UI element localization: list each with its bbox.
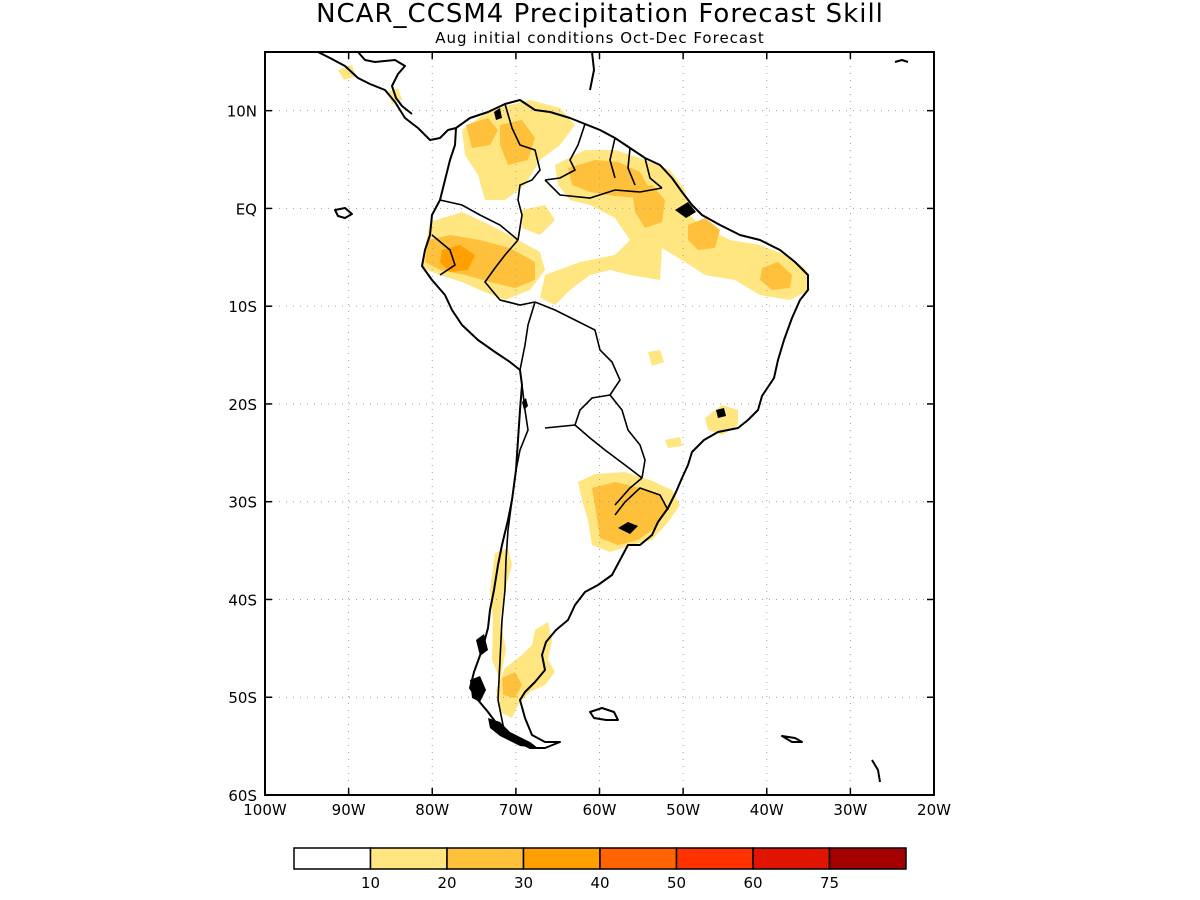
galapagos-islands	[334, 207, 353, 219]
lat-tick-label: EQ	[236, 200, 257, 218]
border-brazil-north	[544, 179, 663, 199]
central-america-caribbean	[357, 52, 413, 115]
coastlines	[317, 52, 909, 783]
border-guianas	[609, 137, 663, 189]
skill-area-amapa-high	[632, 185, 665, 228]
legend-swatch	[446, 847, 525, 870]
lon-tick-label: 20W	[917, 801, 951, 819]
skill-shading	[338, 65, 810, 718]
legend-swatch	[293, 847, 372, 870]
legend-swatch	[599, 847, 678, 870]
legend-swatch	[522, 847, 601, 870]
legend-label: 30	[514, 874, 533, 892]
border-paraguay-argentina	[574, 424, 643, 479]
border-bolivia-brazil	[534, 301, 621, 396]
map-subtitle: Aug initial conditions Oct-Dec Forecast	[435, 29, 765, 47]
lat-tick-label: 60S	[228, 787, 257, 805]
skill-area-sp-spot	[665, 437, 682, 448]
reservoir-spot	[716, 408, 726, 418]
border-colombia-ecuador	[439, 199, 519, 241]
legend-swatch	[675, 847, 754, 870]
lon-tick-label: 90W	[332, 801, 366, 819]
skill-area-nicaragua-spot	[338, 65, 356, 80]
lon-tick-label: 60W	[583, 801, 617, 819]
atlantic-island	[894, 59, 909, 63]
border-chile-argentina	[497, 384, 529, 736]
border-peru-brazil	[483, 239, 536, 306]
map-title: NCAR_CCSM4 Precipitation Forecast Skill	[316, 0, 884, 29]
map-frame	[264, 51, 935, 796]
south-america-coast	[421, 99, 809, 749]
lon-tick-label: 30W	[833, 801, 867, 819]
skill-area-central-amazon	[522, 205, 555, 235]
inland-water	[470, 108, 726, 748]
skill-area-patagonia-high	[502, 672, 522, 698]
skill-area-ceara-high	[760, 262, 792, 290]
lat-tick-label: 30S	[228, 494, 257, 512]
legend-label: 75	[820, 874, 839, 892]
south-georgia	[781, 735, 803, 743]
legend-label: 20	[437, 874, 456, 892]
lon-tick-label: 70W	[499, 801, 533, 819]
lat-tick-label: 10N	[227, 103, 257, 121]
chile-archipelago	[470, 634, 538, 748]
map-grid: 100W 90W 80W 70W 60W 50W 40W 30W 20W 10N EQ 10S 20S 3…	[227, 51, 951, 819]
falkland-islands	[589, 707, 619, 721]
lagoa-dos-patos	[618, 522, 638, 534]
legend-swatch	[828, 847, 907, 870]
skill-area-venezuela-high	[500, 120, 535, 165]
lat-tick-label: 50S	[228, 689, 257, 707]
lon-tick-label: 40W	[750, 801, 784, 819]
border-ecuador-peru	[431, 234, 456, 276]
lon-tick-label: 80W	[415, 801, 449, 819]
lake-titicaca	[522, 398, 528, 410]
skill-area-brazil-center	[648, 350, 664, 366]
lat-tick-label: 10S	[228, 298, 257, 316]
border-venezuela-guyana	[544, 123, 586, 181]
border-peru-bolivia	[519, 301, 536, 371]
amazon-delta	[675, 202, 696, 218]
legend-swatch	[369, 847, 448, 870]
lat-tick-label: 20S	[228, 396, 257, 414]
color-legend: 10 20 30 40 50 60 75	[293, 847, 907, 892]
lon-tick-label: 50W	[666, 801, 700, 819]
country-borders	[431, 103, 669, 736]
skill-area-guiana-high	[568, 160, 650, 198]
lon-tick-label: 100W	[243, 801, 287, 819]
skill-area-para-high	[688, 218, 720, 250]
border-paraguay-brazil	[609, 394, 646, 479]
border-colombia-venezuela	[504, 103, 541, 241]
lat-tick-label: 40S	[228, 591, 257, 609]
skill-area-chile	[490, 548, 512, 680]
legend-swatch	[752, 847, 831, 870]
skill-area-southeast-brazil	[705, 405, 738, 435]
border-argentina-brazil	[614, 477, 643, 506]
border-argentina-uruguay	[614, 487, 669, 516]
skill-area-uruguay-high	[592, 482, 668, 545]
central-america-coast	[317, 52, 457, 141]
skill-area-peru-peak	[440, 245, 475, 272]
skill-area-colombia-high	[466, 118, 498, 148]
south-sandwich	[871, 759, 881, 783]
caribbean-island	[589, 52, 595, 91]
lake-maracaibo	[494, 108, 502, 120]
skill-area-patagonia	[496, 622, 555, 718]
legend-label: 10	[361, 874, 380, 892]
legend-label: 60	[743, 874, 762, 892]
legend-label: 40	[590, 874, 609, 892]
legend-label: 50	[667, 874, 686, 892]
border-bolivia-paraguay	[544, 394, 611, 429]
